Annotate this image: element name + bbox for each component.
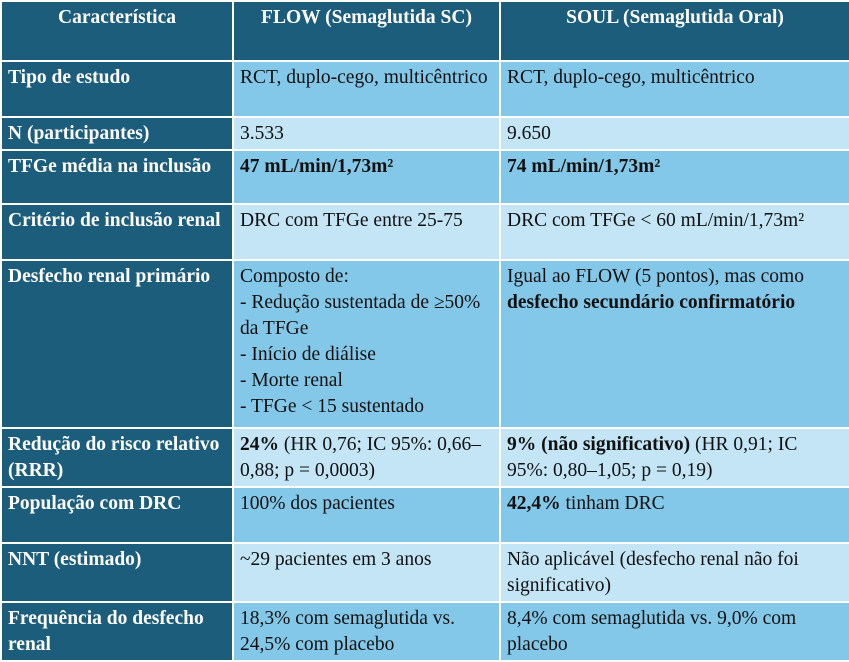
row-label: Tipo de estudo [0, 60, 234, 118]
table-row: Redução do risco relativo (RRR) 24% (HR … [0, 427, 849, 488]
table-row: NNT (estimado) ~29 pacientes em 3 anos N… [0, 542, 849, 603]
soul-cell: RCT, duplo-cego, multicêntrico [499, 60, 849, 118]
soul-cell: 9.650 [499, 116, 849, 151]
row-label: População com DRC [0, 486, 234, 544]
flow-line: - Morte renal [240, 370, 343, 391]
flow-line: - TFGe < 15 sustentado [240, 396, 424, 417]
row-label: Critério de inclusão renal [0, 203, 234, 261]
soul-bold-text: desfecho secundário confirmatório [507, 292, 796, 313]
flow-cell: 47 mL/min/1,73m² [232, 149, 501, 205]
flow-cell: Composto de: - Redução sustentada de ≥50… [232, 259, 501, 429]
flow-value: 47 mL/min/1,73m² [240, 156, 394, 177]
row-label: Frequência do desfecho renal [0, 601, 234, 662]
flow-cell: 100% dos pacientes [232, 486, 501, 544]
soul-cell: DRC com TFGe < 60 mL/min/1,73m² [499, 203, 849, 261]
soul-cell: Não aplicável (desfecho renal não foi si… [499, 542, 849, 603]
header-soul: SOUL (Semaglutida Oral) [499, 0, 849, 62]
soul-cell: 74 mL/min/1,73m² [499, 149, 849, 205]
flow-cell: 18,3% com semaglutida vs. 24,5% com plac… [232, 601, 501, 662]
header-flow: FLOW (Semaglutida SC) [232, 0, 501, 62]
flow-cell: 24% (HR 0,76; IC 95%: 0,66–0,88; p = 0,0… [232, 427, 501, 488]
flow-cell: RCT, duplo-cego, multicêntrico [232, 60, 501, 118]
header-caracteristica: Característica [0, 0, 234, 62]
soul-bold-text: 9% (não significativo) [507, 434, 691, 455]
row-label: TFGe média na inclusão [0, 149, 234, 205]
header-row: Característica FLOW (Semaglutida SC) SOU… [0, 0, 849, 62]
row-label: Redução do risco relativo (RRR) [0, 427, 234, 488]
soul-cell: 42,4% tinham DRC [499, 486, 849, 544]
table-row: População com DRC 100% dos pacientes 42,… [0, 486, 849, 544]
table-row: Tipo de estudo RCT, duplo-cego, multicên… [0, 60, 849, 118]
row-label: NNT (estimado) [0, 542, 234, 603]
row-label: Desfecho renal primário [0, 259, 234, 429]
flow-cell: 3.533 [232, 116, 501, 151]
soul-text: Igual ao FLOW (5 pontos), mas como [507, 266, 804, 287]
flow-cell: DRC com TFGe entre 25-75 [232, 203, 501, 261]
soul-value: 74 mL/min/1,73m² [507, 156, 661, 177]
flow-cell: ~29 pacientes em 3 anos [232, 542, 501, 603]
flow-text: (HR 0,76; IC 95%: 0,66–0,88; p = 0,0003) [240, 434, 482, 481]
soul-cell: 9% (não significativo) (HR 0,91; IC 95%:… [499, 427, 849, 488]
table-row: N (participantes) 3.533 9.650 [0, 116, 849, 151]
flow-line: - Redução sustentada de ≥50% da TFGe [240, 292, 481, 339]
flow-line: Composto de: [240, 266, 349, 287]
flow-bold-text: 24% [240, 434, 279, 455]
row-label: N (participantes) [0, 116, 234, 151]
flow-line: - Início de diálise [240, 344, 376, 365]
table-row: Desfecho renal primário Composto de: - R… [0, 259, 849, 429]
soul-text: tinham DRC [560, 493, 665, 514]
soul-cell: Igual ao FLOW (5 pontos), mas como desfe… [499, 259, 849, 429]
table-row: Critério de inclusão renal DRC com TFGe … [0, 203, 849, 261]
soul-cell: 8,4% com semaglutida vs. 9,0% com placeb… [499, 601, 849, 662]
soul-bold-text: 42,4% [507, 493, 561, 514]
soul-text: (HR 0,91; IC 95%: 0,80–1,05; p = 0,19) [507, 434, 798, 481]
table-row: Frequência do desfecho renal 18,3% com s… [0, 601, 849, 662]
table-row: TFGe média na inclusão 47 mL/min/1,73m² … [0, 149, 849, 205]
